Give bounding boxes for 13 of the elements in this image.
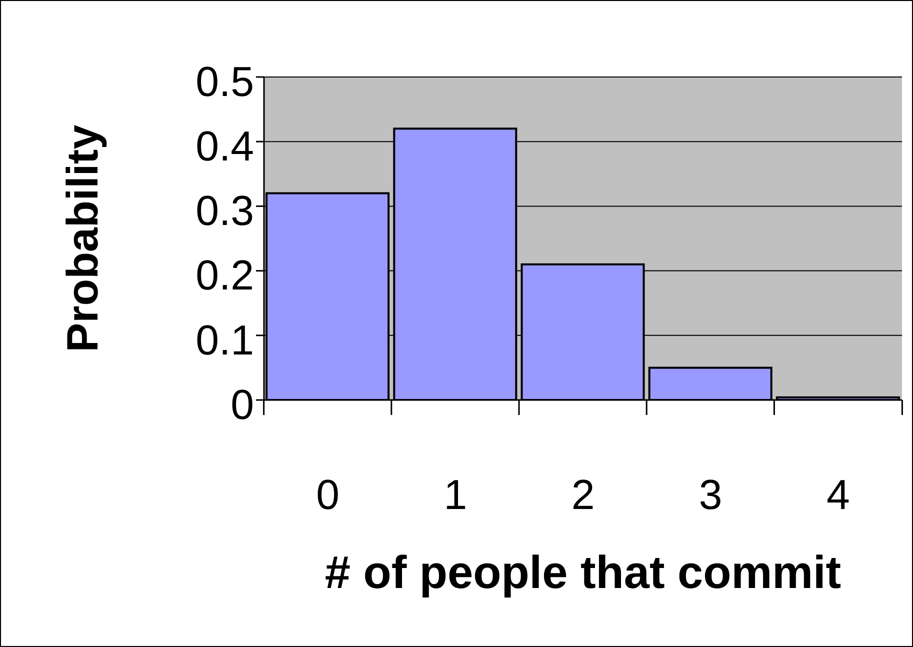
y-tick-label: 0.3: [196, 187, 254, 234]
y-tick-label: 0.1: [196, 316, 254, 364]
y-axis-title: Probability: [58, 124, 108, 352]
y-tick-label: 0.2: [196, 252, 254, 299]
x-tick-label: 2: [571, 471, 595, 518]
y-tick-label: 0: [230, 380, 254, 428]
x-tick-label: 4: [826, 471, 850, 518]
x-tick-label: 3: [698, 471, 722, 518]
y-tick-label: 0.4: [196, 122, 254, 170]
x-tick-label: 1: [444, 471, 468, 518]
x-tick-label: 0: [316, 471, 340, 518]
y-tick-label: 0.5: [196, 58, 254, 105]
x-axis-title: # of people that commit: [324, 546, 842, 598]
